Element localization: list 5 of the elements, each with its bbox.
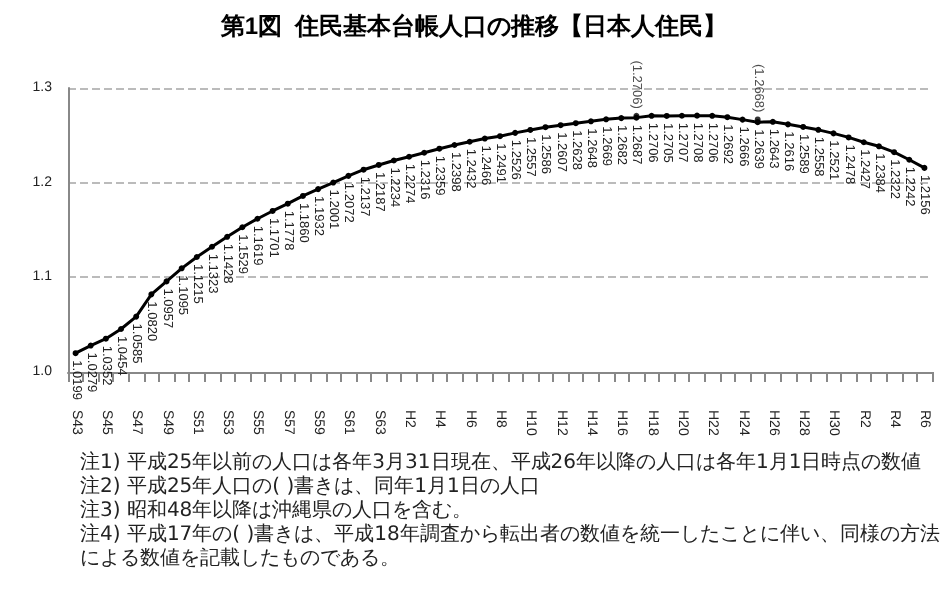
chart-title: 第1図 住民基本台帳人口の推移【日本人住民】	[218, 12, 728, 40]
text: 注3) 昭和48年以降は沖縄県の人口を含む。	[80, 500, 475, 523]
text: 注4) 平成17年の( )書きは、平成18年調査から転出者の数値を統一したことに伴い、同様の方法による数値を記載したものである。	[80, 524, 940, 572]
text: 注1) 平成25年以前の人口は各年3月31日現在、平成26年以降の人口は各年1月1日時点の数値	[80, 452, 924, 475]
text: 注2) 平成25年人口の( )書きは、同年1月1日の人口	[80, 476, 542, 499]
